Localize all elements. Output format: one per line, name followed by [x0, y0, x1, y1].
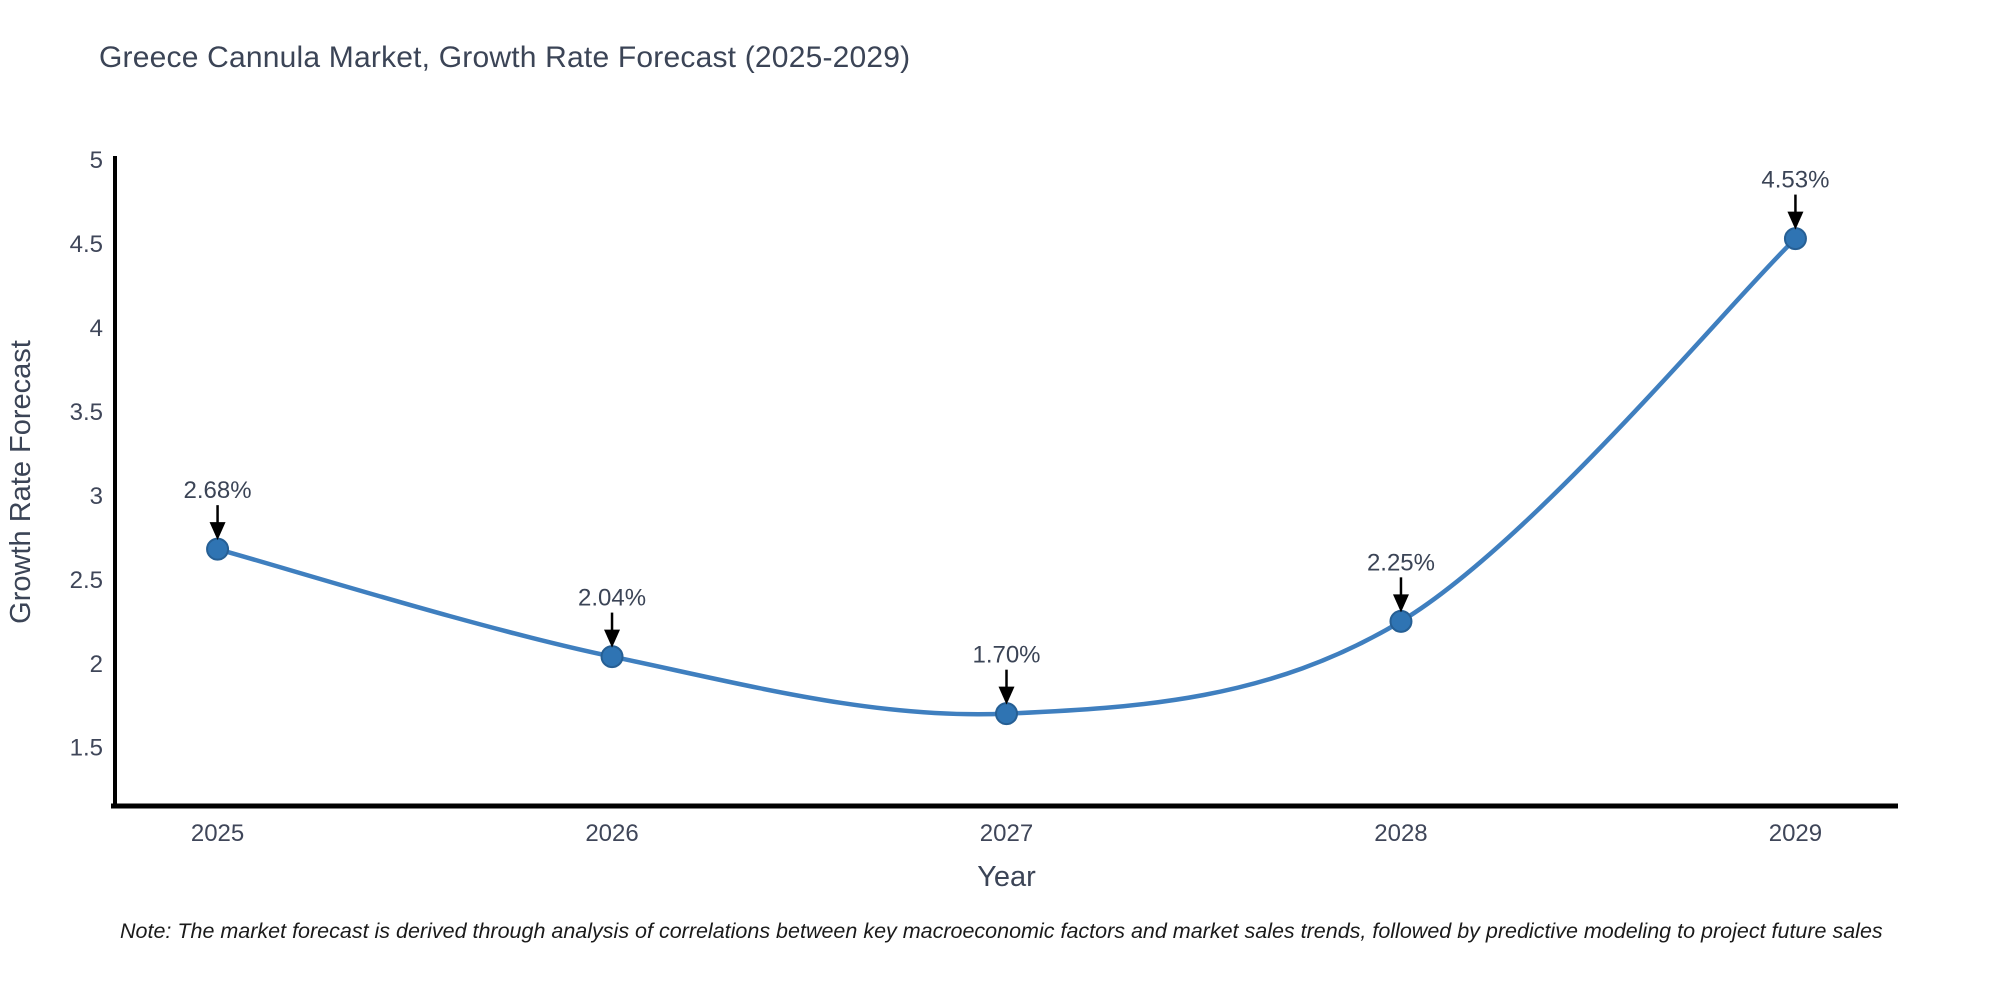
x-tick-label: 2025 — [191, 820, 244, 847]
data-point-2029 — [1783, 227, 1807, 251]
point-annotation-label: 4.53% — [1761, 167, 1829, 194]
x-tick-label: 2026 — [585, 820, 638, 847]
y-tick-label: 3 — [90, 483, 103, 510]
x-tick-label: 2027 — [980, 820, 1033, 847]
y-tick-label: 3.5 — [70, 399, 103, 426]
y-tick-label: 2.5 — [70, 567, 103, 594]
annotation-arrow-head — [1787, 211, 1804, 230]
point-annotation-label: 1.70% — [972, 642, 1040, 669]
chart-title: Greece Cannula Market, Growth Rate Forec… — [99, 41, 911, 74]
annotation-arrow-head — [604, 629, 621, 648]
x-tick-label: 2029 — [1769, 820, 1822, 847]
x-tick-label: 2028 — [1374, 820, 1427, 847]
point-annotation-label: 2.68% — [184, 477, 252, 504]
y-tick-label: 2 — [90, 651, 103, 678]
y-tick-label: 4.5 — [70, 231, 103, 258]
point-annotation-label: 2.25% — [1367, 549, 1435, 576]
data-point-2025 — [206, 537, 230, 561]
footnote: Note: The market forecast is derived thr… — [120, 919, 1883, 943]
point-annotation-label: 2.04% — [578, 585, 646, 612]
data-point-2027 — [995, 702, 1018, 726]
y-tick-label: 1.5 — [70, 735, 103, 762]
annotation-arrow-head — [209, 522, 226, 541]
data-point-2028 — [1389, 609, 1413, 633]
annotation-arrow-head — [998, 686, 1015, 705]
y-axis-title: Growth Rate Forecast — [5, 340, 37, 624]
y-tick-label: 5 — [90, 147, 103, 174]
x-axis-title: Year — [977, 861, 1036, 893]
annotation-arrow-head — [1392, 594, 1409, 613]
data-point-2026 — [600, 645, 624, 669]
y-tick-label: 4 — [90, 315, 103, 342]
